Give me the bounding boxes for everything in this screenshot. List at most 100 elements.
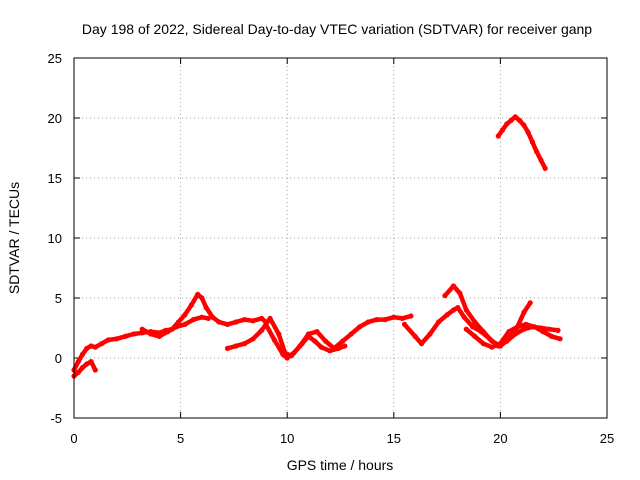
data-point <box>525 129 531 135</box>
y-tick-label: 15 <box>48 171 62 186</box>
data-point <box>463 326 469 332</box>
plot-frame <box>73 57 608 419</box>
data-point <box>340 338 346 344</box>
data-point <box>521 122 527 128</box>
data-point <box>131 331 137 337</box>
data-point <box>271 337 277 343</box>
data-point <box>382 317 388 323</box>
data-point <box>489 344 495 350</box>
data-point <box>299 341 305 347</box>
x-tick-label: 20 <box>493 431 507 446</box>
x-axis-label: GPS time / hours <box>287 457 394 473</box>
data-point <box>442 293 448 299</box>
data-point <box>365 319 371 325</box>
x-tick-label: 0 <box>70 431 77 446</box>
data-point <box>457 290 463 296</box>
data-point <box>195 291 201 297</box>
data-point <box>480 341 486 347</box>
data-point <box>399 315 405 321</box>
data-series <box>71 114 563 379</box>
data-point <box>557 336 563 342</box>
data-point <box>233 319 239 325</box>
data-point <box>549 333 555 339</box>
data-point <box>233 343 239 349</box>
y-tick-label: 0 <box>55 351 62 366</box>
x-tick-label: 5 <box>177 431 184 446</box>
data-point <box>250 318 256 324</box>
data-point <box>267 315 273 321</box>
data-point <box>531 324 538 330</box>
data-point <box>263 321 269 327</box>
data-point <box>284 355 290 361</box>
data-point <box>92 344 98 350</box>
data-point <box>463 307 469 313</box>
data-point <box>512 114 518 120</box>
data-point <box>312 338 318 344</box>
data-point <box>534 149 540 155</box>
data-point <box>182 321 188 327</box>
data-point <box>188 302 194 308</box>
data-point <box>472 319 478 325</box>
series-line-arc-7 <box>442 283 533 349</box>
y-tick-label: 10 <box>48 231 62 246</box>
x-tick-label: 10 <box>280 431 294 446</box>
data-point <box>506 329 512 335</box>
data-point <box>323 338 329 344</box>
data-point <box>259 315 265 321</box>
data-point <box>412 333 418 339</box>
data-point <box>210 314 216 320</box>
data-point <box>242 317 248 323</box>
y-tick-label: 5 <box>55 291 62 306</box>
data-point <box>79 351 86 357</box>
data-point <box>436 319 442 325</box>
data-point <box>489 338 495 344</box>
data-point <box>280 351 286 357</box>
data-point <box>314 329 320 335</box>
data-point <box>472 333 478 339</box>
data-point <box>521 309 527 315</box>
y-axis-label: SDTVAR / TECUs <box>6 182 22 294</box>
data-point <box>165 329 171 335</box>
data-point <box>75 369 81 375</box>
data-point <box>391 314 397 320</box>
data-point <box>148 331 154 337</box>
x-tick-label: 15 <box>387 431 401 446</box>
data-point <box>374 317 380 323</box>
data-point <box>114 336 120 342</box>
data-point <box>495 133 501 139</box>
data-point <box>470 324 476 330</box>
data-point <box>199 314 205 320</box>
data-point <box>523 321 529 327</box>
data-point <box>527 300 533 306</box>
data-point <box>444 312 450 318</box>
data-point <box>88 359 94 365</box>
data-point <box>504 121 510 127</box>
data-point <box>521 326 527 332</box>
y-tick-label: -5 <box>50 411 62 426</box>
data-point <box>497 341 503 347</box>
data-point <box>342 343 348 349</box>
data-point <box>242 341 248 347</box>
chart-title: Day 198 of 2022, Sidereal Day-to-day VTE… <box>82 21 592 37</box>
data-point <box>92 367 98 373</box>
data-point <box>291 350 297 356</box>
data-point <box>455 305 461 311</box>
data-point <box>84 345 90 351</box>
axis-ticks: 0 5 10 15 20 25 -5 0 5 10 15 20 25 <box>48 51 615 446</box>
data-point <box>357 324 363 330</box>
data-point <box>259 327 265 333</box>
data-point <box>529 139 536 145</box>
data-point <box>506 336 512 342</box>
data-point <box>508 117 514 123</box>
data-point <box>224 321 231 327</box>
data-point <box>156 333 162 339</box>
data-point <box>318 344 324 350</box>
data-point <box>88 343 94 349</box>
data-point <box>203 305 209 311</box>
data-point <box>450 307 457 313</box>
data-point <box>79 365 86 371</box>
data-point <box>216 319 222 325</box>
data-point <box>190 317 196 323</box>
data-point <box>205 315 211 321</box>
